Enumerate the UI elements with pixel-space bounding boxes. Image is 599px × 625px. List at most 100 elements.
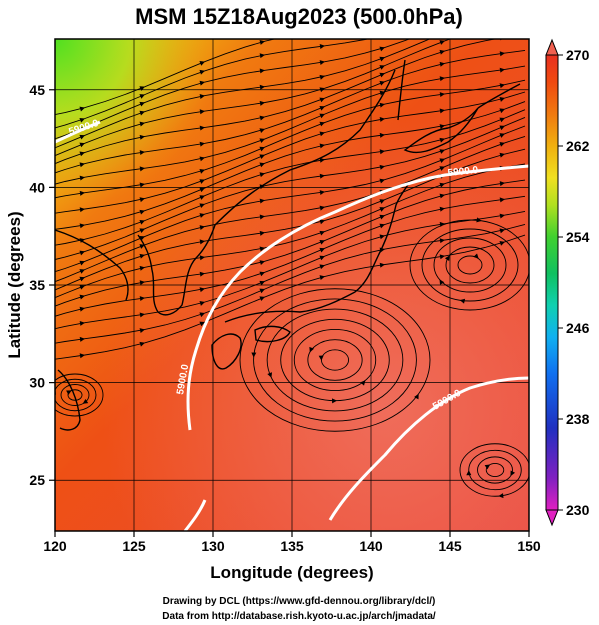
stream-arrow bbox=[380, 34, 385, 39]
stream-arrow bbox=[379, 116, 385, 122]
stream-arrow bbox=[319, 60, 325, 66]
coastlines bbox=[55, 59, 521, 431]
stream-arrow bbox=[499, 0, 505, 4]
stream-arrow bbox=[439, 61, 445, 67]
stream-arrow bbox=[139, 121, 145, 127]
stream-arrow bbox=[439, 279, 445, 285]
stream-arrow bbox=[139, 265, 145, 271]
colorbar-tick-label: 230 bbox=[566, 502, 590, 518]
stream-arrow bbox=[259, 100, 265, 106]
coastline-kurils bbox=[477, 83, 521, 109]
streamline bbox=[67, 389, 83, 401]
stream-arrow bbox=[199, 179, 205, 184]
stream-arrow bbox=[484, 464, 491, 470]
stream-arrow bbox=[510, 470, 516, 477]
stream-arrow bbox=[259, 246, 265, 252]
stream-arrow bbox=[439, 92, 445, 98]
stream-arrow bbox=[499, 83, 505, 89]
stream-arrow bbox=[267, 372, 273, 378]
stream-arrow bbox=[379, 65, 385, 70]
stream-arrow bbox=[499, 181, 505, 187]
stream-arrow bbox=[199, 109, 205, 115]
stream-arrow bbox=[444, 255, 450, 261]
stream-arrow bbox=[379, 247, 385, 253]
stream-arrow bbox=[319, 205, 325, 211]
stream-arrow bbox=[466, 470, 472, 476]
stream-arrow bbox=[139, 220, 145, 225]
stream-arrow bbox=[379, 207, 385, 212]
colorbar-tick-label: 270 bbox=[566, 47, 590, 63]
stream-arrow bbox=[499, 152, 505, 158]
contour-line-south bbox=[328, 376, 529, 521]
colorbar-tick-label: 238 bbox=[566, 411, 590, 427]
stream-arrow bbox=[499, 133, 505, 138]
stream-arrow bbox=[319, 230, 325, 236]
stream-arrow bbox=[259, 68, 265, 74]
stream-arrow bbox=[199, 225, 205, 230]
x-tick-label: 135 bbox=[280, 538, 304, 554]
stream-arrow bbox=[259, 184, 265, 190]
streamline bbox=[293, 329, 377, 391]
stream-arrow bbox=[79, 238, 85, 243]
stream-arrow bbox=[259, 128, 265, 133]
stream-arrow bbox=[139, 280, 145, 286]
stream-arrow bbox=[379, 80, 385, 86]
stream-arrow bbox=[499, 67, 505, 73]
stream-arrow bbox=[79, 306, 85, 312]
stream-arrow bbox=[139, 341, 145, 347]
stream-arrow bbox=[379, 223, 385, 229]
stream-arrow bbox=[259, 214, 265, 220]
contour-line-main bbox=[186, 164, 529, 431]
stream-arrow bbox=[259, 162, 265, 168]
streamline bbox=[266, 308, 404, 412]
stream-arrow bbox=[259, 154, 265, 160]
streamline bbox=[307, 339, 363, 381]
stream-arrow bbox=[139, 110, 145, 116]
coastline-taiwan bbox=[57, 369, 81, 431]
stream-arrow bbox=[139, 328, 145, 333]
colorbar: 270 262 254 246 238 230 bbox=[545, 38, 590, 527]
stream-arrow bbox=[439, 166, 445, 171]
stream-arrow bbox=[259, 172, 265, 178]
stream-arrow bbox=[139, 101, 145, 107]
stream-arrow bbox=[199, 125, 205, 131]
stream-arrow bbox=[199, 61, 205, 66]
stream-arrow bbox=[259, 280, 265, 286]
stream-arrow bbox=[199, 187, 205, 193]
y-tick-label: 30 bbox=[29, 375, 45, 391]
y-tick-label: 45 bbox=[29, 82, 45, 98]
stream-arrow bbox=[318, 355, 324, 361]
stream-arrow bbox=[199, 321, 205, 327]
stream-arrow bbox=[199, 141, 205, 147]
stream-arrow bbox=[499, 228, 505, 234]
stream-arrow bbox=[199, 312, 205, 318]
streamline bbox=[60, 384, 90, 406]
stream-arrow bbox=[259, 138, 265, 144]
stream-arrow bbox=[439, 158, 445, 164]
stream-arrow bbox=[439, 206, 445, 212]
stream-arrow bbox=[379, 149, 385, 155]
height-contours bbox=[55, 120, 529, 531]
stream-arrow bbox=[360, 380, 366, 386]
streamline bbox=[55, 39, 431, 149]
streamline bbox=[253, 298, 417, 422]
stream-arrow bbox=[259, 39, 265, 45]
stream-arrow bbox=[319, 113, 325, 119]
stream-arrow bbox=[500, 9, 505, 14]
stream-arrow bbox=[439, 32, 445, 37]
stream-arrow bbox=[499, 197, 505, 203]
grid-lines bbox=[55, 39, 529, 531]
stream-arrow bbox=[139, 134, 145, 140]
stream-arrow bbox=[79, 162, 85, 168]
stream-arrow bbox=[199, 255, 205, 261]
streamline bbox=[457, 255, 483, 275]
stream-arrow bbox=[199, 271, 205, 277]
stream-arrow bbox=[79, 353, 85, 359]
stream-arrow bbox=[499, 97, 505, 102]
stream-arrow bbox=[259, 230, 265, 236]
stream-arrow bbox=[139, 94, 145, 99]
streamline bbox=[477, 456, 513, 484]
stream-arrow bbox=[139, 182, 145, 188]
stream-arrow bbox=[319, 143, 325, 149]
stream-arrow bbox=[199, 94, 205, 99]
